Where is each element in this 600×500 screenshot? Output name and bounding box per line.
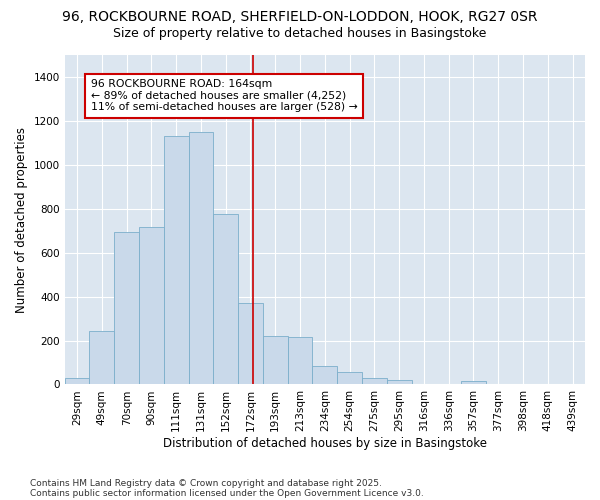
X-axis label: Distribution of detached houses by size in Basingstoke: Distribution of detached houses by size … [163, 437, 487, 450]
Bar [362, 378, 387, 384]
Bar [287, 337, 313, 384]
Bar [214, 214, 238, 384]
Bar [263, 336, 287, 384]
Bar [188, 132, 214, 384]
Bar [89, 330, 114, 384]
Bar [337, 372, 362, 384]
Bar [139, 228, 164, 384]
Text: 96, ROCKBOURNE ROAD, SHERFIELD-ON-LODDON, HOOK, RG27 0SR: 96, ROCKBOURNE ROAD, SHERFIELD-ON-LODDON… [62, 10, 538, 24]
Bar [65, 378, 89, 384]
Bar [114, 232, 139, 384]
Text: 96 ROCKBOURNE ROAD: 164sqm
← 89% of detached houses are smaller (4,252)
11% of s: 96 ROCKBOURNE ROAD: 164sqm ← 89% of deta… [91, 79, 358, 112]
Bar [164, 136, 188, 384]
Y-axis label: Number of detached properties: Number of detached properties [15, 126, 28, 312]
Bar [387, 380, 412, 384]
Bar [313, 366, 337, 384]
Text: Size of property relative to detached houses in Basingstoke: Size of property relative to detached ho… [113, 28, 487, 40]
Text: Contains public sector information licensed under the Open Government Licence v3: Contains public sector information licen… [30, 488, 424, 498]
Bar [238, 303, 263, 384]
Bar [461, 380, 486, 384]
Text: Contains HM Land Registry data © Crown copyright and database right 2025.: Contains HM Land Registry data © Crown c… [30, 478, 382, 488]
